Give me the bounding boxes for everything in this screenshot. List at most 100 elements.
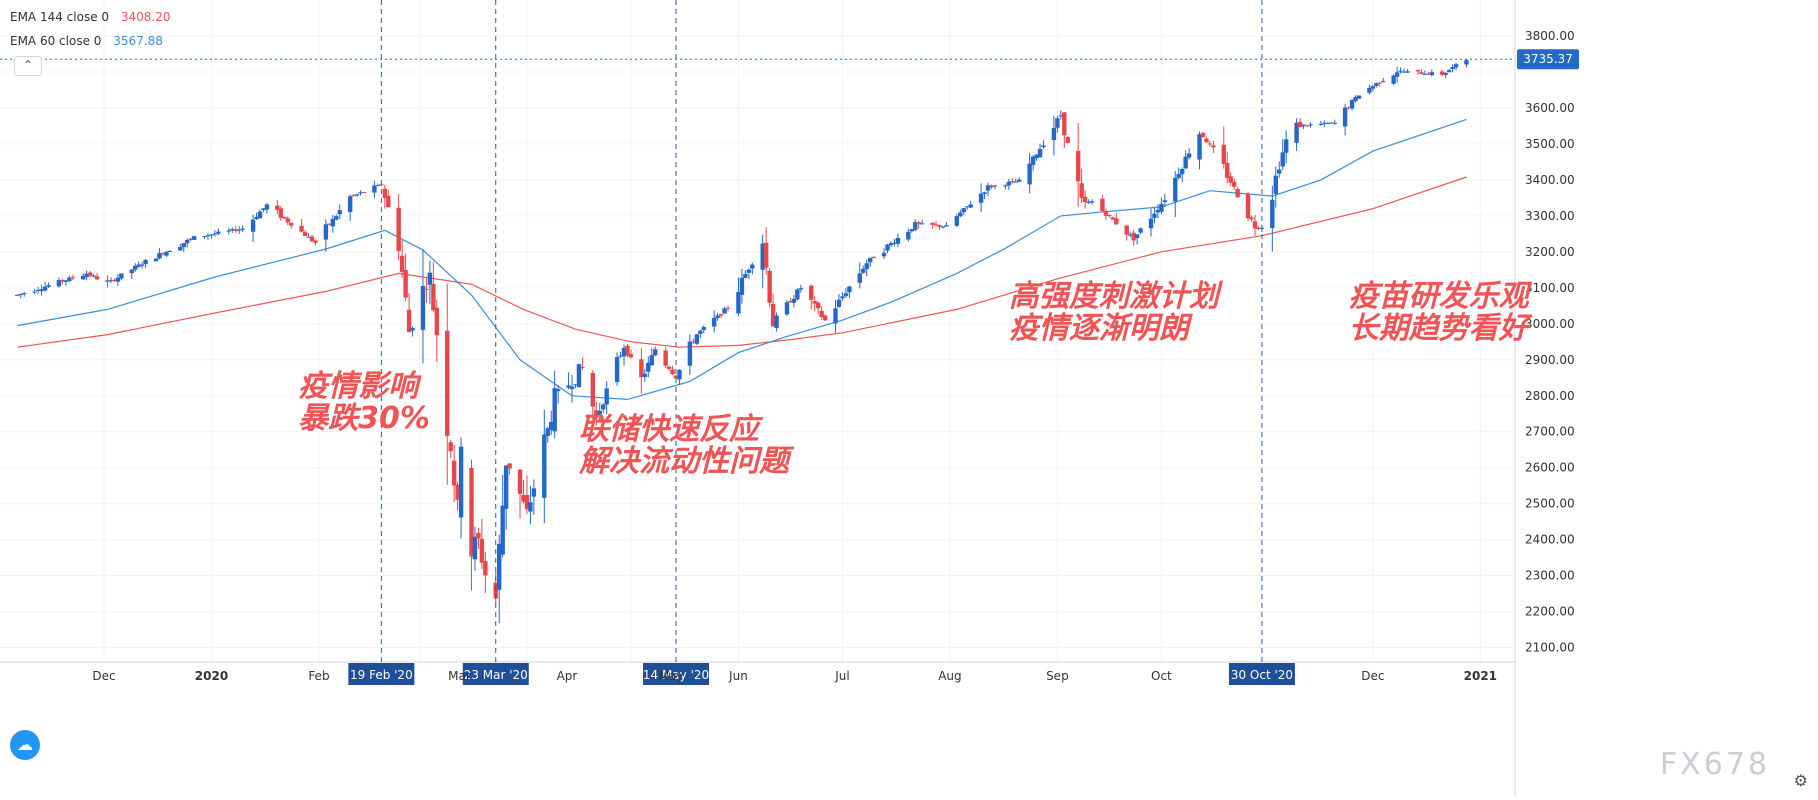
candle-body xyxy=(1391,75,1396,84)
candle-body xyxy=(601,404,606,410)
candle-body xyxy=(1131,232,1136,241)
candle-body xyxy=(774,315,779,329)
candle-body xyxy=(108,280,114,282)
candle-body xyxy=(188,238,193,240)
candle-body xyxy=(139,264,145,266)
candle-body xyxy=(337,210,342,215)
candle-body xyxy=(1204,138,1209,143)
last-price-tag-bg xyxy=(1517,49,1579,70)
candle-body xyxy=(1200,132,1206,138)
candle-body xyxy=(209,234,214,236)
candle-body xyxy=(1055,118,1060,128)
y-tick-label: 3200.00 xyxy=(1525,245,1575,259)
y-tick-label: 3600.00 xyxy=(1525,101,1575,115)
x-tick-label: Dec xyxy=(92,669,115,683)
candle-body xyxy=(1273,175,1278,194)
candle-body xyxy=(1419,72,1424,74)
candle-body xyxy=(254,216,259,219)
y-tick-label: 3400.00 xyxy=(1525,173,1575,187)
candle-body xyxy=(836,299,842,307)
candle-body xyxy=(1107,214,1112,216)
tradingview-logo-icon[interactable]: ☁ xyxy=(10,730,40,760)
candle-body xyxy=(1155,209,1161,213)
candle-body xyxy=(1100,198,1105,212)
candle-body xyxy=(185,239,190,244)
candle-body xyxy=(1426,73,1431,75)
annotation-text: 长期趋势看好 xyxy=(1349,311,1534,346)
candle-body xyxy=(594,410,599,418)
candle-body xyxy=(542,434,547,498)
candle-body xyxy=(1374,83,1379,86)
x-tick-label: Oct xyxy=(1151,669,1172,683)
annotation-text: 疫苗研发乐观 xyxy=(1349,279,1533,314)
candle-body xyxy=(167,250,173,252)
candle-body xyxy=(913,222,918,231)
candle-body xyxy=(285,218,290,223)
legend-ema60: EMA 60 close 0 3567.88 xyxy=(10,34,163,48)
candle-body xyxy=(812,300,817,304)
candle-body xyxy=(410,328,415,331)
candle-body xyxy=(1079,183,1084,199)
candle-body xyxy=(1186,153,1192,158)
candle-body xyxy=(746,269,752,273)
candle-body xyxy=(424,288,429,290)
candle-body xyxy=(403,270,408,298)
candle-body xyxy=(992,185,998,187)
candle-body xyxy=(961,208,966,213)
candle-body xyxy=(91,275,96,277)
candle-body xyxy=(597,410,602,416)
legend-ema144-value: 3408.20 xyxy=(120,10,171,24)
candle-body xyxy=(545,428,550,436)
candle-body xyxy=(576,364,582,388)
watermark: FX678 xyxy=(1659,747,1770,782)
candle-body xyxy=(1013,181,1018,183)
candle-body xyxy=(954,216,960,226)
candle-body xyxy=(1280,152,1285,167)
candle-body xyxy=(1245,193,1251,219)
candle-body xyxy=(216,231,221,234)
y-tick-label: 3300.00 xyxy=(1525,209,1575,223)
candle-body xyxy=(70,277,76,279)
candle-body xyxy=(989,185,994,188)
legend-collapse-button[interactable]: ⌃ xyxy=(14,56,42,76)
candle-body xyxy=(1003,185,1008,187)
candle-body xyxy=(566,385,571,388)
candle-body xyxy=(982,192,987,194)
y-tick-label: 2300.00 xyxy=(1525,569,1575,583)
candle-body xyxy=(569,386,575,390)
candle-body xyxy=(646,362,651,372)
candle-body xyxy=(133,265,138,270)
candle-body xyxy=(42,286,48,291)
y-tick-label: 2700.00 xyxy=(1525,425,1575,439)
candle-body xyxy=(1318,123,1324,125)
candle-body xyxy=(795,289,800,300)
candle-body xyxy=(736,292,741,314)
candle-body xyxy=(1027,163,1032,185)
candle-body xyxy=(1450,67,1455,70)
candle-body xyxy=(1370,86,1376,89)
candle-body xyxy=(406,309,412,333)
candle-body xyxy=(375,185,381,187)
candle-body xyxy=(784,302,790,315)
candle-body xyxy=(18,293,24,296)
candle-body xyxy=(1398,70,1403,72)
candle-body xyxy=(87,272,93,276)
y-tick-label: 3000.00 xyxy=(1525,317,1575,331)
x-tick-label: Mar xyxy=(448,669,471,683)
candle-body xyxy=(431,283,436,311)
candle-body xyxy=(299,225,304,232)
annotation-text: 联储快速反应 xyxy=(579,412,764,447)
candle-body xyxy=(864,263,869,270)
x-tick-label: Jul xyxy=(834,669,849,683)
candle-body xyxy=(15,294,20,296)
candle-body xyxy=(919,223,925,225)
candle-body xyxy=(906,231,911,240)
candle-body xyxy=(933,224,939,226)
gear-icon[interactable]: ⚙ xyxy=(1793,771,1808,790)
candle-body xyxy=(119,273,124,279)
candle-body xyxy=(840,296,845,299)
candle-body xyxy=(1252,221,1258,229)
y-tick-label: 2500.00 xyxy=(1525,497,1575,511)
